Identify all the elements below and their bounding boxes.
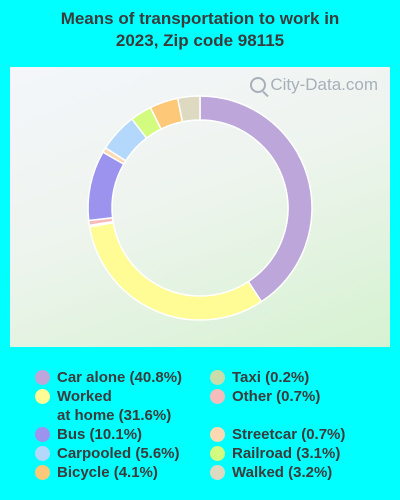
watermark-text: City-Data.com bbox=[270, 75, 378, 94]
donut-slice-walked bbox=[176, 95, 201, 123]
legend-label: Railroad (3.1%) bbox=[232, 445, 341, 462]
legend-swatch bbox=[210, 427, 225, 442]
legend: Car alone (40.8%) Worked at home (31.6%) B… bbox=[0, 363, 400, 493]
chart-title-line-1: Means of transportation to work in bbox=[60, 9, 340, 28]
chart-title: Means of transportation to work in 2023,… bbox=[10, 8, 390, 52]
legend-item: Bus (10.1%) bbox=[35, 425, 142, 444]
legend-swatch bbox=[35, 427, 50, 442]
chart-panel: City-Data.com bbox=[10, 67, 390, 347]
legend-item: Bicycle (4.1%) bbox=[35, 463, 158, 482]
legend-item: Car alone (40.8%) bbox=[35, 368, 182, 387]
legend-label: Car alone (40.8%) bbox=[57, 369, 183, 386]
legend-swatch bbox=[210, 370, 225, 385]
legend-swatch bbox=[35, 389, 50, 404]
legend-swatch bbox=[210, 389, 225, 404]
legend-label: Streetcar (0.7%) bbox=[232, 426, 346, 443]
legend-item: Carpooled (5.6%) bbox=[35, 444, 180, 463]
legend-swatch bbox=[35, 446, 50, 461]
donut-slice-worked-at-home bbox=[88, 221, 263, 321]
legend-swatch bbox=[35, 465, 50, 480]
donut-chart bbox=[87, 95, 313, 321]
watermark: City-Data.com bbox=[250, 75, 378, 95]
legend-swatch bbox=[35, 370, 50, 385]
chart-title-line-2: 2023, Zip code 98115 bbox=[115, 31, 285, 50]
donut-slice-bus bbox=[87, 151, 125, 222]
legend-item: Railroad (3.1%) bbox=[210, 444, 340, 463]
legend-label: Bus (10.1%) bbox=[57, 426, 143, 443]
donut-slice-car-alone bbox=[199, 95, 313, 303]
legend-label: Worked at home (31.6%) bbox=[57, 388, 172, 424]
legend-item: Taxi (0.2%) bbox=[210, 368, 309, 387]
legend-item: Streetcar (0.7%) bbox=[210, 425, 345, 444]
legend-label: Bicycle (4.1%) bbox=[57, 464, 158, 481]
legend-swatch bbox=[210, 465, 225, 480]
legend-label: Carpooled (5.6%) bbox=[57, 445, 180, 462]
legend-label: Taxi (0.2%) bbox=[232, 369, 310, 386]
legend-label: Walked (3.2%) bbox=[232, 464, 333, 481]
legend-item: Other (0.7%) bbox=[210, 387, 320, 406]
magnifier-icon bbox=[250, 77, 267, 93]
legend-label: Other (0.7%) bbox=[232, 388, 321, 405]
legend-item: Walked (3.2%) bbox=[210, 463, 332, 482]
legend-swatch bbox=[210, 446, 225, 461]
legend-item: Worked at home (31.6%) bbox=[35, 387, 171, 425]
